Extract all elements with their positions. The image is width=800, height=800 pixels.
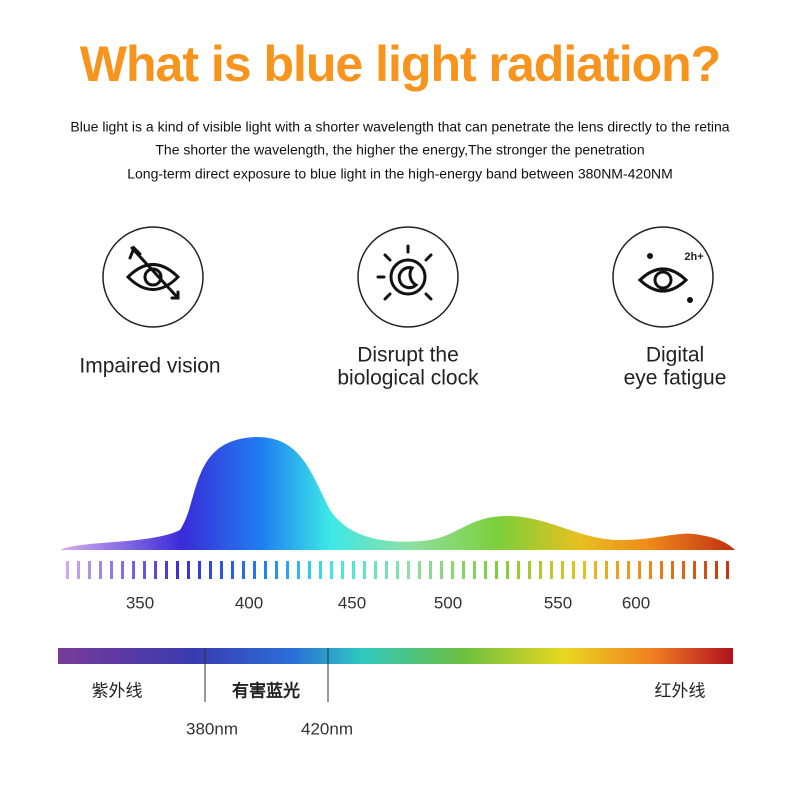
effect-label: Disrupt the — [357, 344, 459, 367]
description: Long-term direct exposure to blue light … — [127, 166, 673, 182]
region-label: 红外线 — [655, 681, 706, 700]
icon-biological-clock — [357, 226, 459, 328]
region-label: 紫外线 — [92, 681, 143, 700]
effect-label: Digital — [646, 344, 704, 367]
spectrum-bar — [58, 648, 733, 664]
icon-impaired-vision — [102, 226, 204, 328]
bound-label: 380nm — [186, 719, 238, 738]
axis-label: 450 — [338, 593, 366, 612]
axis-label: 550 — [544, 593, 572, 612]
axis-label: 600 — [622, 593, 650, 612]
description: Blue light is a kind of visible light wi… — [70, 119, 729, 135]
bound-label: 420nm — [301, 719, 353, 738]
axis-label: 500 — [434, 593, 462, 612]
axis-label: 400 — [235, 593, 263, 612]
axis-label: 350 — [126, 593, 154, 612]
effect-label: Impaired vision — [79, 355, 220, 378]
region-label: 有害蓝光 — [232, 680, 300, 700]
description: The shorter the wavelength, the higher t… — [155, 142, 644, 158]
icon-text: 2h+ — [684, 251, 703, 263]
icon-eye-fatigue: 2h+ — [612, 226, 714, 328]
effect-label: eye fatigue — [624, 367, 727, 390]
title: What is blue light radiation? — [80, 36, 720, 92]
effect-label: biological clock — [337, 367, 479, 390]
spectrum-ticks — [60, 561, 735, 579]
spectrum-curve — [60, 436, 735, 550]
